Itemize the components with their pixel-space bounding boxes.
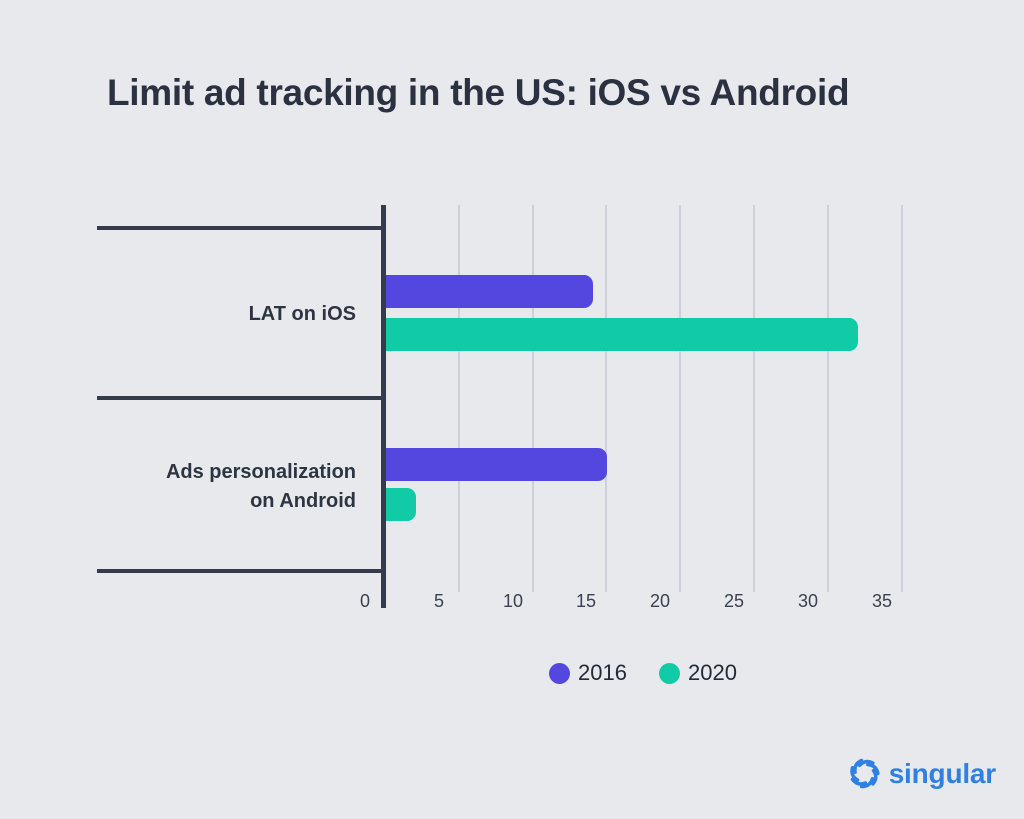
x-tick-35: 35	[871, 591, 893, 611]
gridline-30	[827, 205, 829, 592]
x-tick-0: 0	[359, 591, 370, 611]
category-separator-bottom	[97, 569, 384, 573]
category-separator-top	[97, 226, 384, 230]
category-label-0: LAT on iOS	[248, 303, 356, 325]
legend-dot-2016-icon	[549, 662, 571, 684]
x-tick-15: 15	[575, 591, 597, 611]
category-separator-middle	[97, 396, 384, 400]
legend: 2016 2020	[384, 660, 902, 686]
shutter-swirl-icon	[847, 757, 881, 790]
x-tick-10: 10	[502, 591, 524, 611]
x-tick-25: 25	[723, 591, 745, 611]
x-tick-30: 30	[797, 591, 819, 611]
category-label-1: Ads personalization on Android	[165, 461, 356, 512]
bar-2020-category-1	[386, 488, 416, 521]
gridline-5	[458, 205, 460, 592]
gridline-15	[605, 205, 607, 592]
gridline-20	[679, 205, 681, 592]
legend-dot-2020-icon	[659, 662, 680, 684]
singular-logo: singular	[847, 757, 997, 790]
legend-item-2020: 2020	[659, 660, 737, 686]
legend-label-2020: 2020	[688, 660, 737, 685]
bar-2016-category-0	[386, 275, 593, 308]
legend-item-2016: 2016	[549, 660, 627, 686]
x-tick-20: 20	[649, 591, 671, 611]
gridline-25	[753, 205, 755, 592]
y-axis-line	[381, 205, 386, 608]
bar-2016-category-1	[386, 448, 607, 481]
chart-title: Limit ad tracking in the US: iOS vs Andr…	[107, 72, 850, 113]
gridline-10	[532, 205, 534, 592]
singular-wordmark: singular	[888, 757, 997, 789]
x-tick-5: 5	[433, 591, 444, 611]
bar-2020-category-0	[386, 318, 858, 351]
legend-label-2016: 2016	[578, 660, 627, 685]
gridline-35	[901, 205, 903, 592]
